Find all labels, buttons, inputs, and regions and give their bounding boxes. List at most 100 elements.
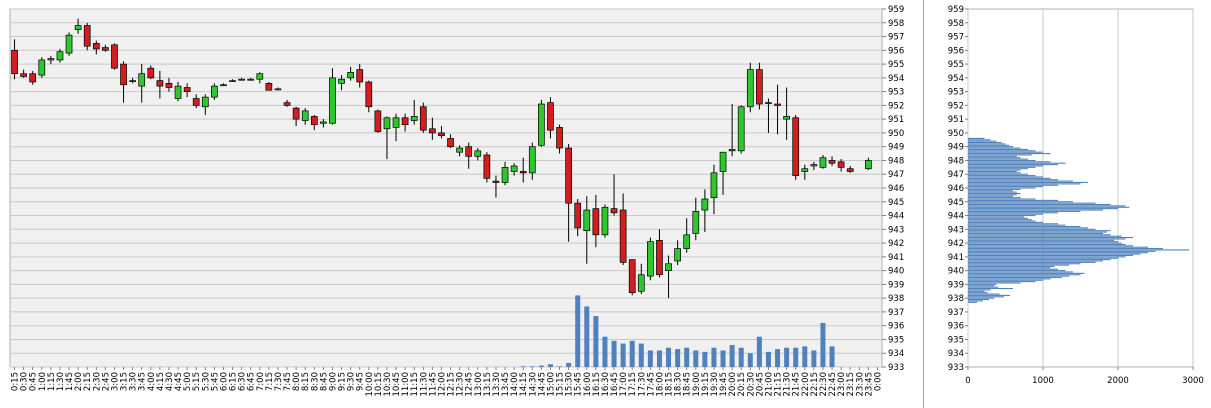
volume-bar — [784, 347, 790, 367]
candle-body — [719, 151, 727, 172]
x-tick-label: 0:30 — [20, 372, 30, 391]
profile-bar — [968, 290, 985, 292]
profile-bar — [968, 296, 1004, 298]
candle-body — [665, 263, 672, 271]
y-tick-label: 948 — [888, 156, 904, 166]
x-tick-label: 21:45 — [792, 372, 802, 397]
candle-body — [792, 117, 800, 176]
candle-body — [674, 248, 681, 262]
profile-bar — [968, 202, 1096, 204]
x-tick-label: 16:45 — [610, 372, 620, 397]
profile-bar — [968, 205, 1126, 207]
profile-y-axis-ticks: 959 958 957 956 955 954 953 952 951 950 949 948 947 9… — [948, 5, 968, 373]
profile-bar — [968, 159, 1036, 162]
candle-body — [528, 146, 536, 174]
candle-body — [574, 202, 582, 229]
x-tick-label: 1:30 — [56, 372, 66, 391]
profile-bar — [968, 219, 1032, 221]
candle-body — [56, 51, 64, 61]
x-tick-label: 9:15 — [338, 372, 348, 391]
x-tick-label: 3:00 — [110, 372, 120, 391]
y-tick-label: 958 — [888, 19, 904, 29]
candle-body — [256, 73, 264, 80]
candle-body — [746, 69, 754, 108]
profile-bar — [968, 241, 1118, 243]
x-tick-label: 12:15 — [447, 372, 457, 397]
candle-body — [156, 80, 164, 87]
profile-bar — [968, 213, 1043, 215]
profile-bar — [968, 246, 1148, 248]
profile-bar — [968, 267, 1051, 269]
profile-bar — [968, 151, 1043, 153]
y-tick-label: 954 — [888, 74, 904, 84]
x-tick-label: 12:45 — [465, 372, 475, 397]
candle-body — [429, 128, 436, 134]
profile-bar — [968, 224, 1066, 226]
volume-bar — [520, 366, 526, 367]
candle-body — [447, 138, 454, 148]
x-tick-label: 9:00 — [328, 372, 338, 391]
candle-body — [783, 116, 790, 120]
candle-body — [692, 211, 700, 234]
profile-bar — [968, 249, 1190, 251]
profile-y-tick-label: 942 — [948, 239, 964, 249]
profile-bar — [968, 237, 1133, 239]
x-tick-label: 1:00 — [38, 372, 48, 391]
x-tick-label: 15:00 — [546, 372, 556, 397]
candle-body — [737, 106, 745, 152]
x-tick-label: 4:30 — [165, 372, 175, 391]
x-tick-label: 8:45 — [319, 372, 329, 391]
y-tick-label: 936 — [888, 322, 904, 332]
x-tick-label: 8:30 — [310, 372, 320, 391]
profile-bar — [968, 228, 1096, 230]
volume-bar — [684, 347, 690, 367]
x-tick-label: 11:00 — [401, 372, 411, 397]
volume-bar — [557, 366, 563, 367]
volume-bar — [575, 295, 581, 367]
candle-body — [147, 67, 155, 79]
profile-bar — [968, 140, 997, 142]
y-tick-label: 945 — [888, 198, 904, 208]
y-tick-label: 951 — [888, 115, 904, 125]
x-tick-label: 17:45 — [646, 372, 656, 397]
candle-body — [601, 206, 609, 236]
y-tick-label: 939 — [888, 280, 904, 290]
candle-body — [38, 59, 46, 76]
profile-bar — [968, 170, 1017, 173]
candle-body — [74, 25, 82, 31]
profile-y-tick-label: 934 — [948, 349, 964, 359]
candle-body — [728, 149, 736, 152]
y-tick-label: 935 — [888, 335, 904, 345]
x-tick-label: 12:00 — [437, 372, 447, 397]
volume-bar — [629, 340, 635, 367]
y-tick-label: 943 — [888, 225, 904, 235]
candle-body — [120, 63, 127, 86]
profile-bar — [968, 199, 1058, 201]
x-tick-label: 10:15 — [374, 372, 384, 397]
x-tick-label: 0:00 — [873, 372, 883, 391]
volume-bar — [547, 364, 553, 367]
volume-bar — [693, 350, 699, 367]
profile-y-tick-label: 957 — [948, 33, 964, 43]
y-tick-label: 957 — [888, 33, 904, 43]
candle-body — [647, 241, 654, 277]
x-tick-label: 23:30 — [855, 372, 865, 397]
profile-bar — [968, 238, 1126, 240]
volume-bar — [566, 362, 572, 367]
candle-body — [165, 83, 173, 88]
profile-y-tick-label: 939 — [948, 280, 964, 290]
profile-y-tick-label: 954 — [948, 74, 964, 84]
profile-bar — [968, 264, 1070, 266]
profile-bar — [968, 248, 1163, 250]
candle-body — [538, 103, 545, 146]
x-tick-label: 12:30 — [456, 372, 466, 397]
profile-bar — [968, 287, 1013, 290]
profile-bar — [968, 256, 1126, 258]
candle-body — [438, 132, 445, 137]
x-tick-label: 21:00 — [764, 372, 774, 397]
y-tick-label: 946 — [888, 184, 904, 194]
x-tick-label: 16:00 — [583, 372, 593, 397]
candle-body — [65, 34, 73, 54]
profile-y-tick-label: 953 — [948, 88, 964, 98]
profile-y-tick-label: 956 — [948, 46, 964, 56]
